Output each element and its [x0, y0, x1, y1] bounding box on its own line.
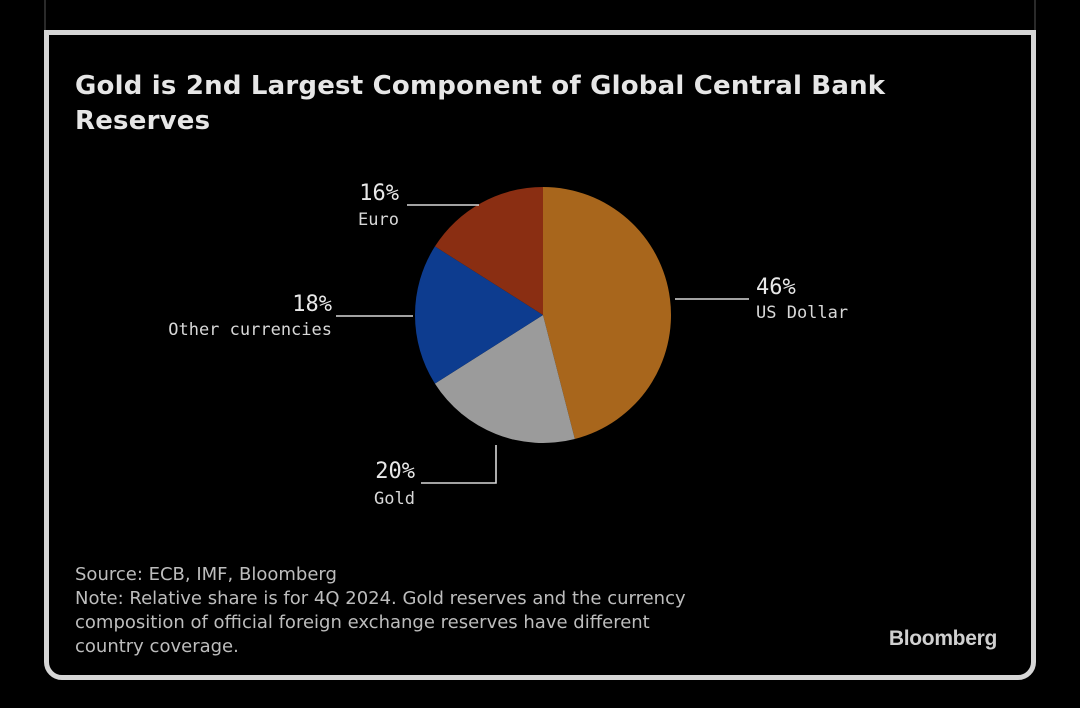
source-text: Source: ECB, IMF, Bloomberg	[75, 564, 337, 585]
value-label-euro: 16%	[359, 181, 399, 206]
note-line-3: country coverage.	[75, 636, 239, 657]
note-line-2: composition of official foreign exchange…	[75, 612, 650, 633]
category-label-gold: Gold	[374, 489, 415, 509]
value-label-gold: 20%	[375, 459, 415, 484]
category-label-euro: Euro	[358, 210, 399, 230]
value-label-us-dollar: 46%	[756, 275, 796, 300]
value-label-other-currencies: 18%	[292, 292, 332, 317]
category-label-other-currencies: Other currencies	[168, 320, 332, 340]
chart-card: Gold is 2nd Largest Component of Global …	[44, 30, 1036, 680]
leader-line-gold	[421, 445, 497, 484]
note-line-1: Note: Relative share is for 4Q 2024. Gol…	[75, 588, 686, 609]
pie-slice-other-currencies	[415, 246, 543, 384]
pie-slice-gold	[434, 315, 575, 443]
screen-top-edge	[44, 0, 1036, 30]
chart-title: Gold is 2nd Largest Component of Global …	[75, 71, 886, 136]
bloomberg-logo: Bloomberg	[888, 627, 997, 650]
category-label-us-dollar: US Dollar	[756, 303, 848, 323]
pie-slice-us-dollar	[543, 187, 671, 439]
pie-slice-euro	[434, 187, 543, 315]
source-notes: Source: ECB, IMF, Bloomberg Note: Relati…	[75, 563, 795, 659]
pie-chart: 46% US Dollar 20% Gold 18% Other currencies 16…	[168, 181, 848, 509]
